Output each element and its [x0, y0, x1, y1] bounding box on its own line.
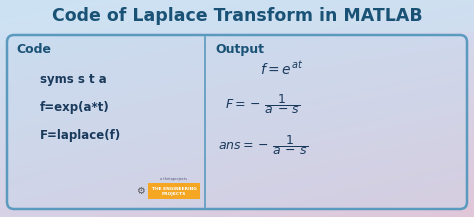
Text: $F = -\,\dfrac{1}{a\,-\,s}$: $F = -\,\dfrac{1}{a\,-\,s}$	[225, 92, 301, 116]
Text: THE ENGINEERING: THE ENGINEERING	[152, 187, 196, 191]
Text: $ans = -\,\dfrac{1}{a\,-\,s}$: $ans = -\,\dfrac{1}{a\,-\,s}$	[218, 133, 309, 157]
Text: PROJECTS: PROJECTS	[162, 192, 186, 196]
Text: syms s t a: syms s t a	[40, 72, 107, 85]
Text: Code: Code	[16, 43, 51, 56]
Text: ⚙: ⚙	[136, 186, 145, 196]
Text: f=exp(a*t): f=exp(a*t)	[40, 100, 110, 113]
Text: F=laplace(f): F=laplace(f)	[40, 128, 121, 141]
Text: Output: Output	[215, 43, 264, 56]
Text: a thetaprojects: a thetaprojects	[160, 177, 188, 181]
Text: Code of Laplace Transform in MATLAB: Code of Laplace Transform in MATLAB	[52, 7, 422, 25]
FancyBboxPatch shape	[0, 0, 474, 32]
FancyBboxPatch shape	[148, 183, 200, 199]
FancyBboxPatch shape	[7, 35, 467, 209]
Text: $f = e^{at}$: $f = e^{at}$	[260, 60, 303, 78]
